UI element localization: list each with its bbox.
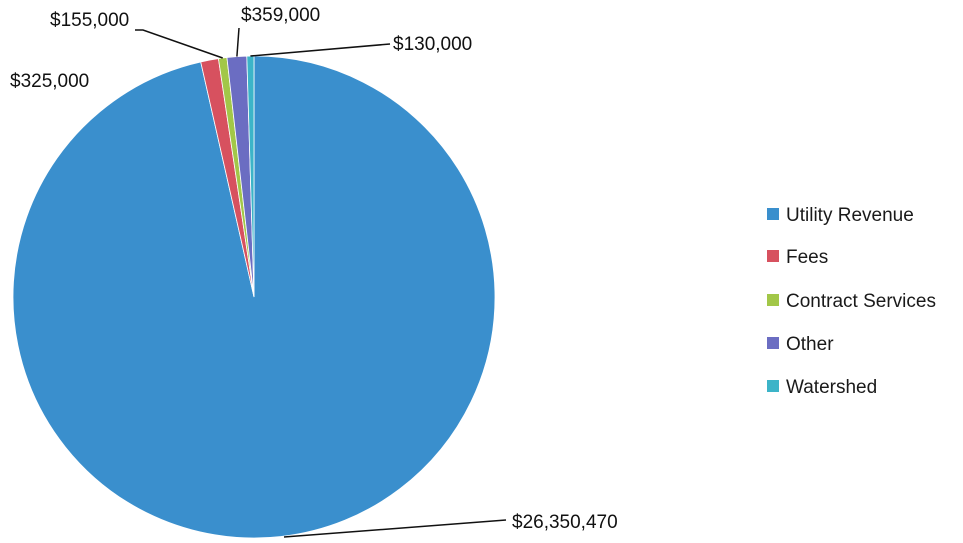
leader-line-contract-services <box>135 29 223 59</box>
leader-line-watershed <box>250 43 391 57</box>
legend-item-utility-revenue: Utility Revenue <box>767 205 914 226</box>
legend-item-other: Other <box>767 334 834 355</box>
legend-item-contract-services: Contract Services <box>767 291 936 312</box>
legend-label-other: Other <box>786 334 834 355</box>
data-label-utility-revenue: $26,350,470 <box>512 512 618 533</box>
leader-line-utility-revenue <box>283 519 507 538</box>
legend-swatch-watershed <box>767 380 779 392</box>
data-label-watershed: $130,000 <box>393 34 472 55</box>
label-leader-lines <box>135 27 507 538</box>
legend-label-watershed: Watershed <box>786 377 877 398</box>
data-label-fees: $325,000 <box>10 71 89 92</box>
legend-label-fees: Fees <box>786 247 828 268</box>
legend-label-contract-services: Contract Services <box>786 291 936 312</box>
legend-label-utility-revenue: Utility Revenue <box>786 205 914 226</box>
legend-swatch-fees <box>767 250 779 262</box>
data-label-contract-services: $155,000 <box>50 10 129 31</box>
legend-swatch-utility-revenue <box>767 208 779 220</box>
data-labels: $26,350,470 $325,000 $155,000 $359,000 $… <box>10 5 618 533</box>
legend: Utility Revenue Fees Contract Services O… <box>767 205 936 398</box>
leader-line-other <box>236 27 240 57</box>
legend-swatch-other <box>767 337 779 349</box>
legend-item-fees: Fees <box>767 247 828 268</box>
legend-item-watershed: Watershed <box>767 377 877 398</box>
legend-swatch-contract-services <box>767 294 779 306</box>
pie-slices <box>12 55 496 539</box>
data-label-other: $359,000 <box>241 5 320 26</box>
